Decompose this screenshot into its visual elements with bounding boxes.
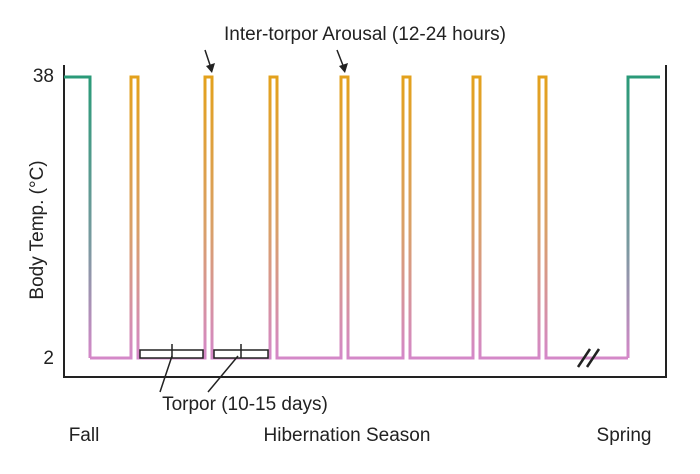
y-tick-label: 38 (33, 66, 54, 87)
season-label: Spring (597, 425, 652, 446)
bracket-tick (171, 344, 242, 358)
axis-break (576, 348, 601, 368)
arousal-pointer (204, 49, 345, 69)
torpor-pointer (159, 355, 239, 393)
torpor-label: Torpor (10-15 days) (162, 394, 328, 415)
season-label: Hibernation Season (264, 425, 431, 446)
torpor-trace (90, 75, 628, 360)
arrowhead (206, 63, 348, 73)
spring-trace (626, 75, 660, 358)
y-tick-label: 2 (43, 348, 54, 369)
season-label: Fall (69, 425, 100, 446)
arousal-label: Inter-torpor Arousal (12-24 hours) (224, 24, 506, 45)
arousal-gap (132, 80, 544, 358)
fall-trace (64, 75, 92, 358)
axes (63, 65, 667, 378)
y-axis-label: Body Temp. (°C) (27, 160, 48, 299)
